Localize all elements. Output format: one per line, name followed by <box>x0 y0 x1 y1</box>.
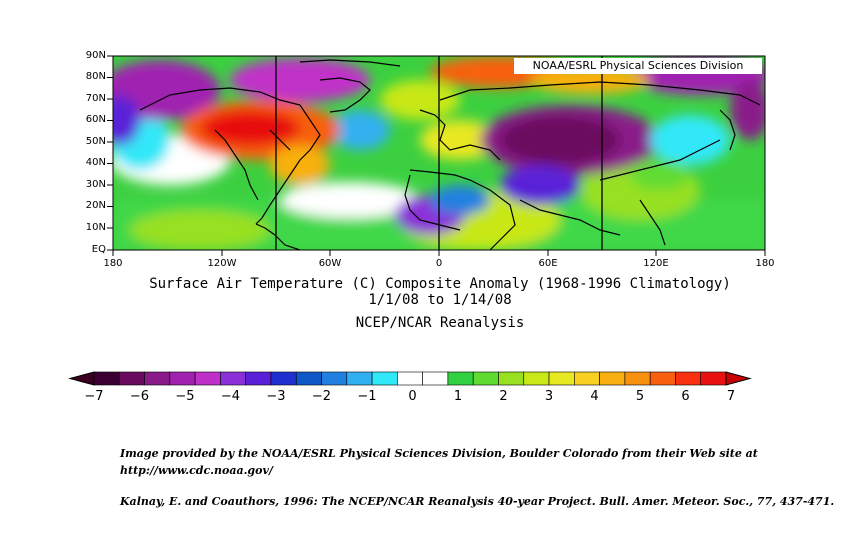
colorbar-label: 0 <box>408 389 417 404</box>
colorbar-swatch <box>194 371 221 386</box>
colorbar-swatch <box>548 371 575 386</box>
colorbar-swatch <box>270 371 297 386</box>
credit-label: NOAA/ESRL Physical Sciences Division <box>514 58 762 74</box>
colorbar-swatch <box>397 371 423 386</box>
colorbar-swatch <box>422 371 449 386</box>
colorbar-swatch <box>245 371 272 386</box>
colorbar-swatch <box>675 371 702 386</box>
colorbar-swatch <box>346 371 373 386</box>
colorbar-swatch <box>498 371 525 386</box>
colorbar-swatch <box>700 371 727 386</box>
dataset-name: NCEP/NCAR Reanalysis <box>355 315 525 331</box>
lat-label: 10N <box>85 222 106 233</box>
colorbar-label: −6 <box>129 389 150 404</box>
lat-label: 40N <box>85 157 106 168</box>
colorbar-swatch <box>574 371 600 386</box>
colorbar-label: 4 <box>590 389 599 404</box>
lat-label: 60N <box>85 114 106 125</box>
colorbar-swatch <box>169 371 196 386</box>
colorbar-swatch <box>118 371 145 386</box>
colorbar-swatch <box>649 371 676 386</box>
colorbar-label: 6 <box>681 389 690 404</box>
lat-label: 90N <box>85 50 106 61</box>
colorbar-swatch <box>144 371 171 386</box>
lat-label: 70N <box>85 93 106 104</box>
lon-label: 180 <box>755 258 775 269</box>
colorbar-arrow-left <box>68 371 95 386</box>
lat-label: 30N <box>85 179 106 190</box>
lon-label: 180 <box>103 258 123 269</box>
colorbar-swatch <box>371 371 398 386</box>
source-url: http://www.cdc.noaa.gov/ <box>120 464 273 477</box>
colorbar-label: 2 <box>499 389 508 404</box>
colorbar-arrow-right <box>725 371 752 386</box>
colorbar-label: −7 <box>84 389 104 404</box>
colorbar-label: 3 <box>544 389 554 404</box>
lon-label: 120W <box>207 258 237 269</box>
colorbar-swatch <box>93 371 120 386</box>
colorbar-swatch <box>447 371 474 386</box>
colorbar-label: −3 <box>266 389 286 404</box>
colorbar-swatch <box>624 371 651 386</box>
colorbar-swatch <box>599 371 626 386</box>
map-title: Surface Air Temperature (C) Composite An… <box>149 276 731 292</box>
colorbar-label: 1 <box>453 389 463 404</box>
lon-label: 120E <box>643 258 669 269</box>
colorbar-label: −5 <box>175 389 195 404</box>
lat-label: 50N <box>85 136 106 147</box>
lat-label: EQ <box>91 244 106 255</box>
lat-label: 20N <box>85 200 106 211</box>
lon-label: 0 <box>435 258 443 269</box>
citation: Kalnay, E. and Coauthors, 1996: The NCEP… <box>120 495 835 508</box>
colorbar-label: 5 <box>635 389 645 404</box>
image-credit: Image provided by the NOAA/ESRL Physical… <box>120 447 758 460</box>
colorbar-label: 7 <box>726 389 736 404</box>
colorbar-swatch <box>472 371 499 386</box>
colorbar-label: −2 <box>311 389 332 404</box>
colorbar-swatch <box>295 371 322 386</box>
lat-label: 80N <box>85 71 106 82</box>
lon-label: 60E <box>538 258 558 269</box>
lon-label: 60W <box>318 258 342 269</box>
colorbar-swatch <box>220 371 246 386</box>
date-range: 1/1/08 to 1/14/08 <box>368 292 512 308</box>
colorbar-swatch <box>523 371 550 386</box>
colorbar-label: −4 <box>220 389 241 404</box>
colorbar-label: −1 <box>357 389 377 404</box>
colorbar-swatch <box>321 371 348 386</box>
